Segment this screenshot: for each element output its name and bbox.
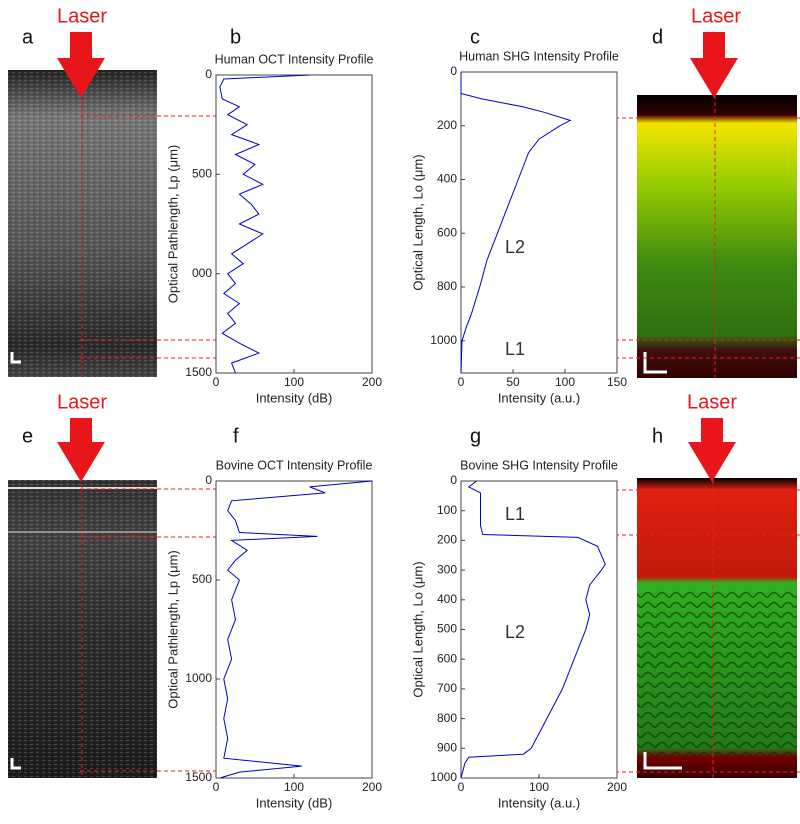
y-tick-label: 0 bbox=[450, 473, 457, 487]
y-tick-label: 0 bbox=[450, 64, 457, 78]
y-tick-label: 900 bbox=[437, 740, 457, 754]
scale-bar bbox=[10, 352, 21, 364]
laser-label: Laser bbox=[57, 391, 107, 413]
y-tick-label: 0 bbox=[205, 67, 212, 81]
y-tick-label: 500 bbox=[192, 167, 212, 181]
x-axis-label: Intensity (dB) bbox=[256, 390, 333, 405]
y-tick-label: 500 bbox=[437, 622, 457, 636]
panel-label: a bbox=[22, 26, 34, 48]
x-tick-label: 200 bbox=[607, 780, 627, 794]
y-tick-label: 100 bbox=[437, 503, 457, 517]
x-tick-label: 100 bbox=[284, 780, 304, 794]
arrows bbox=[57, 32, 738, 482]
panel-label: f bbox=[233, 425, 239, 447]
laser-arrow bbox=[688, 418, 736, 482]
chart-title: Human SHG Intensity Profile bbox=[459, 49, 619, 63]
profile-line bbox=[219, 74, 310, 374]
oct-texture bbox=[8, 480, 157, 778]
x-tick-label: 0 bbox=[458, 375, 465, 389]
chart-title: Bovine OCT Intensity Profile bbox=[216, 458, 373, 472]
y-tick-label: 200 bbox=[437, 118, 457, 132]
y-axis-label: Optical Length, Lo (μm) bbox=[410, 561, 425, 697]
y-tick-label: 800 bbox=[437, 279, 457, 293]
scale-bar bbox=[10, 758, 21, 770]
y-tick-label: 300 bbox=[437, 562, 457, 576]
x-tick-label: 100 bbox=[284, 375, 304, 389]
laser-label: Laser bbox=[691, 5, 741, 27]
plot-frame bbox=[460, 71, 618, 374]
y-tick-label: 1500 bbox=[185, 365, 212, 379]
annotation: L2 bbox=[505, 622, 525, 642]
y-tick-label: 400 bbox=[437, 172, 457, 186]
y-tick-label: 400 bbox=[437, 592, 457, 606]
scale-bar bbox=[643, 752, 682, 770]
x-tick-label: 200 bbox=[362, 375, 382, 389]
profile-line bbox=[460, 72, 572, 374]
profile-line bbox=[219, 480, 373, 779]
annotation: L2 bbox=[505, 237, 525, 257]
y-tick-label: 800 bbox=[437, 711, 457, 725]
laser-arrow bbox=[690, 32, 738, 98]
x-tick-label: 100 bbox=[529, 780, 549, 794]
x-tick-label: 50 bbox=[506, 375, 520, 389]
laser-label: Laser bbox=[687, 391, 737, 413]
y-tick-label: 700 bbox=[437, 681, 457, 695]
y-tick-label: 500 bbox=[192, 572, 212, 586]
panel-label: h bbox=[652, 425, 663, 447]
panel-label: e bbox=[22, 425, 33, 447]
x-tick-label: 0 bbox=[213, 375, 220, 389]
chart-title: Human OCT Intensity Profile bbox=[215, 52, 374, 66]
panel-label: b bbox=[230, 26, 241, 48]
y-axis-label: Optical Pathlength, Lp (μm) bbox=[165, 550, 180, 709]
panel-label: d bbox=[652, 26, 663, 48]
plot-frame bbox=[215, 480, 373, 779]
shg-texture bbox=[637, 590, 797, 760]
x-axis-label: Intensity (dB) bbox=[256, 795, 333, 810]
y-axis-label: Optical Pathlength, Lp (μm) bbox=[165, 145, 180, 304]
chart-title: Bovine SHG Intensity Profile bbox=[460, 458, 618, 472]
y-tick-label: 0 bbox=[205, 473, 212, 487]
x-tick-label: 100 bbox=[555, 375, 575, 389]
plot-frame bbox=[460, 480, 618, 779]
annotation: L1 bbox=[505, 339, 525, 359]
y-tick-label: 1000 bbox=[430, 333, 457, 347]
y-tick-label: 600 bbox=[437, 225, 457, 239]
y-tick-label: 1500 bbox=[185, 770, 212, 784]
x-tick-label: 200 bbox=[362, 780, 382, 794]
panel-label: c bbox=[470, 26, 480, 48]
laser-arrow bbox=[57, 32, 105, 98]
x-axis-label: Intensity (a.u.) bbox=[498, 390, 580, 405]
panel-label: g bbox=[470, 425, 481, 447]
profile-line bbox=[460, 480, 606, 779]
y-tick-label: 1000 bbox=[185, 671, 212, 685]
laser-label: Laser bbox=[57, 5, 107, 27]
annotation: L1 bbox=[505, 504, 525, 524]
y-tick-label: 000 bbox=[192, 266, 212, 280]
x-axis-label: Intensity (a.u.) bbox=[498, 795, 580, 810]
y-tick-label: 600 bbox=[437, 651, 457, 665]
plot-frame bbox=[215, 74, 373, 374]
laser-arrow bbox=[57, 418, 105, 482]
y-tick-label: 200 bbox=[437, 533, 457, 547]
scale-bar bbox=[643, 352, 667, 374]
x-tick-label: 0 bbox=[458, 780, 465, 794]
shg-image bbox=[637, 95, 797, 378]
y-tick-label: 1000 bbox=[430, 770, 457, 784]
x-tick-label: 0 bbox=[213, 780, 220, 794]
x-tick-label: 150 bbox=[607, 375, 627, 389]
images bbox=[8, 70, 797, 778]
y-axis-label: Optical Length, Lo (μm) bbox=[410, 154, 425, 290]
